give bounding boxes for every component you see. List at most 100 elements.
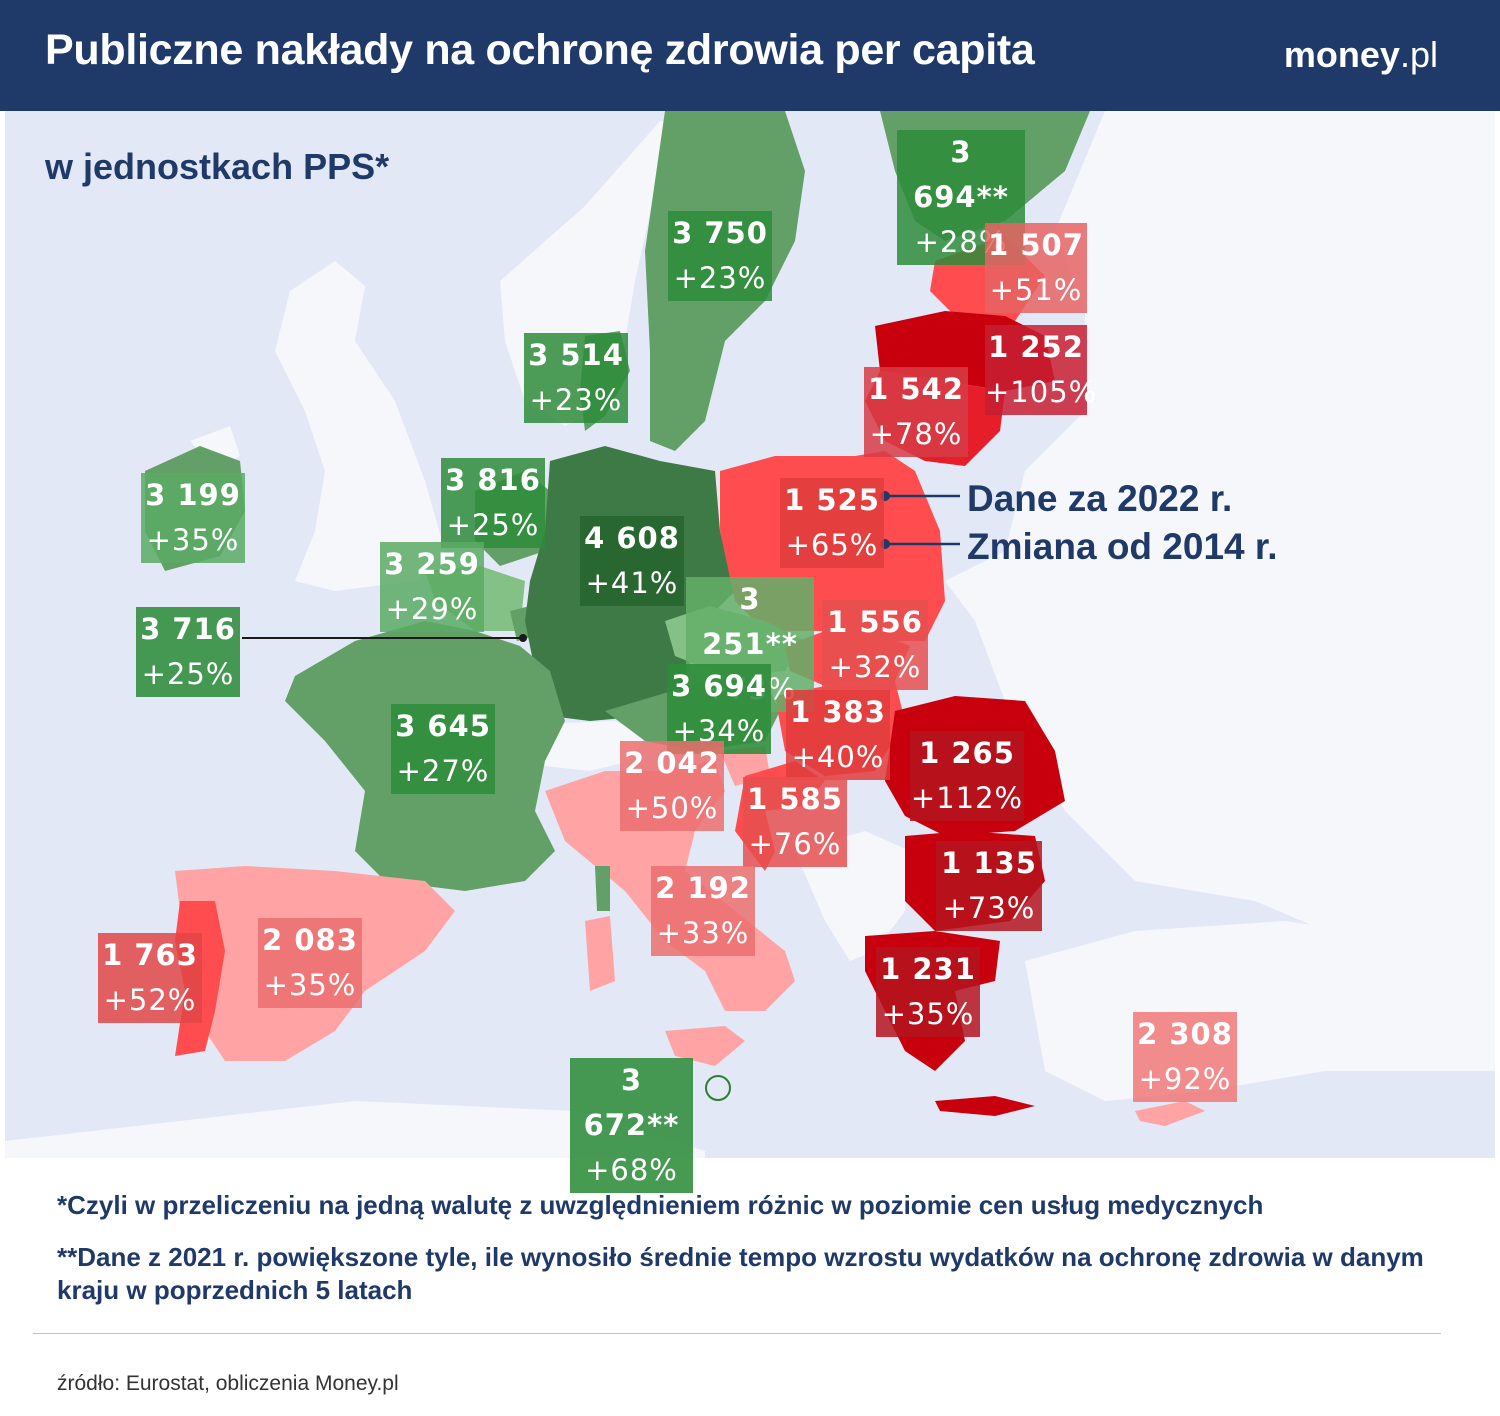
change-portugal: +52%	[103, 983, 197, 1017]
label-slovakia: 1 556 +32%	[822, 600, 928, 690]
logo-domain-text: .pl	[1399, 34, 1438, 75]
label-croatia: 1 585 +76%	[743, 777, 847, 867]
value-lithuania: 1 542	[868, 372, 964, 406]
footnote-2021: **Dane z 2021 r. powiększone tyle, ile w…	[57, 1242, 1424, 1305]
value-italy: 2 192	[655, 871, 751, 905]
value-malta: 3 672**	[583, 1063, 680, 1142]
change-spain: +35%	[263, 968, 357, 1002]
value-portugal: 1 763	[102, 938, 198, 972]
legend-value-label: Dane za 2022 r.	[967, 478, 1233, 519]
change-bulgaria: +73%	[942, 891, 1036, 925]
change-netherlands: +25%	[446, 508, 540, 542]
non-eu-land	[5, 111, 1495, 1158]
change-germany: +41%	[585, 566, 679, 600]
label-germany: 4 608 +41%	[580, 516, 684, 606]
label-italy: 2 192 +33%	[651, 866, 755, 956]
change-romania: +112%	[910, 781, 1024, 815]
north-africa-land	[5, 1101, 705, 1158]
value-slovenia: 2 042	[624, 746, 720, 780]
label-luxembourg: 3 716 +25%	[136, 607, 240, 697]
value-luxembourg: 3 716	[140, 612, 236, 646]
value-latvia: 1 252	[988, 330, 1084, 364]
change-france: +27%	[396, 754, 490, 788]
value-cyprus: 2 308	[1137, 1017, 1233, 1051]
cyprus-shape	[1135, 1101, 1205, 1126]
label-denmark: 3 514 +23%	[524, 333, 628, 423]
change-luxembourg: +25%	[141, 657, 235, 691]
change-lithuania: +78%	[869, 417, 963, 451]
crete-shape	[935, 1096, 1035, 1116]
value-france: 3 645	[395, 709, 491, 743]
value-finland: 3 694**	[913, 135, 1009, 214]
value-ireland: 3 199	[145, 478, 241, 512]
change-denmark: +23%	[529, 383, 623, 417]
label-ireland: 3 199 +35%	[141, 473, 245, 563]
change-cyprus: +92%	[1138, 1062, 1232, 1096]
map-subtitle: w jednostkach PPS*	[45, 146, 390, 187]
luxembourg-leader-dot	[519, 634, 527, 642]
value-sweden: 3 750	[672, 216, 768, 250]
label-spain: 2 083 +35%	[258, 918, 362, 1008]
change-slovakia: +32%	[828, 650, 922, 684]
great-britain-land	[275, 261, 445, 591]
value-romania: 1 265	[919, 736, 1015, 770]
legend-change-label: Zmiana od 2014 r.	[967, 526, 1278, 567]
turkey-land	[1025, 921, 1495, 1101]
value-netherlands: 3 816	[445, 463, 541, 497]
label-cyprus: 2 308 +92%	[1133, 1012, 1237, 1102]
change-greece: +35%	[881, 997, 975, 1031]
change-malta: +68%	[585, 1153, 678, 1187]
value-austria: 3 694	[671, 669, 767, 703]
footnote-pps: *Czyli w przeliczeniu na jedną walutę z …	[57, 1190, 1264, 1220]
header-bar: Publiczne nakłady na ochronę zdrowia per…	[0, 0, 1500, 111]
change-hungary: +40%	[791, 740, 885, 774]
label-france: 3 645 +27%	[391, 704, 495, 794]
value-germany: 4 608	[584, 521, 680, 555]
corsica-shape	[595, 866, 610, 911]
malta-marker	[705, 1075, 731, 1101]
label-slovenia: 2 042 +50%	[620, 741, 724, 831]
value-greece: 1 231	[880, 952, 976, 986]
page-title: Publiczne nakłady na ochronę zdrowia per…	[45, 26, 1035, 74]
label-belgium: 3 259 +29%	[380, 542, 484, 632]
change-estonia: +51%	[989, 273, 1083, 307]
label-sweden: 3 750 +23%	[668, 211, 772, 301]
change-italy: +33%	[656, 916, 750, 950]
value-czechia: 3 251**	[702, 582, 798, 661]
value-poland: 1 525	[784, 483, 880, 517]
value-estonia: 1 507	[988, 228, 1084, 262]
value-spain: 2 083	[262, 923, 358, 957]
footer-divider	[33, 1333, 1441, 1334]
label-netherlands: 3 816 +25%	[441, 458, 545, 548]
label-poland: 1 525 +65%	[780, 478, 884, 568]
change-belgium: +29%	[385, 592, 479, 626]
sardinia-shape	[585, 916, 615, 991]
sicily-shape	[665, 1026, 745, 1066]
label-romania: 1 265 +112%	[910, 731, 1024, 821]
label-austria: 3 694 +34%	[667, 664, 771, 754]
change-ireland: +35%	[146, 523, 240, 557]
value-croatia: 1 585	[747, 782, 843, 816]
eastern-land	[945, 111, 1495, 961]
value-denmark: 3 514	[528, 338, 624, 372]
label-hungary: 1 383 +40%	[786, 690, 890, 780]
change-poland: +65%	[785, 528, 879, 562]
change-slovenia: +50%	[625, 791, 719, 825]
label-lithuania: 1 542 +78%	[864, 367, 968, 457]
value-hungary: 1 383	[790, 695, 886, 729]
label-greece: 1 231 +35%	[876, 947, 980, 1037]
change-sweden: +23%	[673, 261, 767, 295]
label-latvia: 1 252 +105%	[985, 325, 1098, 415]
change-latvia: +105%	[985, 375, 1098, 409]
change-croatia: +76%	[748, 827, 842, 861]
value-slovakia: 1 556	[827, 605, 923, 639]
value-bulgaria: 1 135	[941, 846, 1037, 880]
label-estonia: 1 507 +51%	[985, 223, 1087, 313]
label-portugal: 1 763 +52%	[98, 933, 202, 1023]
value-belgium: 3 259	[384, 547, 480, 581]
label-malta: 3 672** +68%	[570, 1058, 693, 1193]
logo-bold-text: money	[1283, 34, 1400, 75]
source-note: źródło: Eurostat, obliczenia Money.pl	[57, 1372, 399, 1395]
label-bulgaria: 1 135 +73%	[936, 841, 1042, 931]
money-pl-logo: money.pl	[1284, 34, 1438, 76]
